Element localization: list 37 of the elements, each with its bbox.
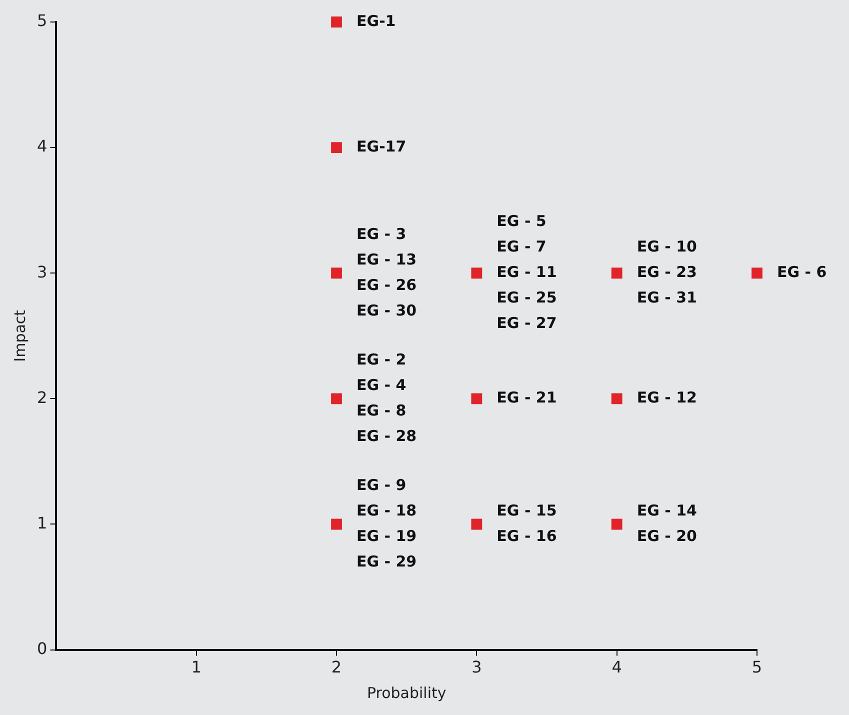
point	[331, 518, 342, 530]
y-axis-title: Impact	[10, 310, 29, 362]
annotation: EG - 12	[636, 388, 697, 407]
y-tick-label: 5	[36, 11, 48, 30]
point	[331, 16, 342, 28]
point	[331, 393, 342, 404]
annotation: EG-1	[356, 12, 396, 30]
annotation: EG - 5 EG - 7 EG - 11 EG - 25 EG - 27	[496, 212, 557, 332]
x-tick-label: 5	[752, 658, 762, 677]
x-tick-label: 2	[331, 658, 342, 677]
annotation: EG - 2 EG - 4 EG - 8 EG - 28	[356, 350, 417, 445]
x-tick-label: 4	[612, 658, 622, 677]
annotation: EG - 9 EG - 18 EG - 19 EG - 29	[356, 476, 417, 570]
x-tick-label: 1	[191, 658, 202, 677]
point	[611, 518, 622, 530]
x-tick-label: 3	[472, 658, 482, 677]
y-tick-label: 2	[36, 388, 48, 407]
point	[331, 268, 342, 279]
x-axis-title: Probability	[366, 684, 446, 702]
y-tick-label: 4	[36, 136, 48, 156]
y-tick-label: 0	[36, 638, 48, 658]
annotation: EG - 10 EG - 23 EG - 31	[636, 238, 697, 307]
point	[752, 268, 762, 279]
annotation: EG - 15 EG - 16	[496, 501, 557, 545]
point	[471, 518, 482, 530]
point	[471, 268, 482, 279]
annotation: EG - 21	[496, 388, 557, 407]
annotation: EG-17	[356, 137, 406, 156]
point	[331, 142, 342, 154]
annotation: EG - 6	[777, 263, 827, 282]
y-tick-label: 1	[36, 513, 48, 532]
y-tick-label: 3	[36, 262, 48, 282]
point	[611, 393, 622, 404]
annotation: EG - 3 EG - 13 EG - 26 EG - 30	[356, 224, 417, 320]
annotation: EG - 14 EG - 20	[636, 501, 697, 545]
point	[611, 268, 622, 279]
point	[471, 393, 482, 404]
